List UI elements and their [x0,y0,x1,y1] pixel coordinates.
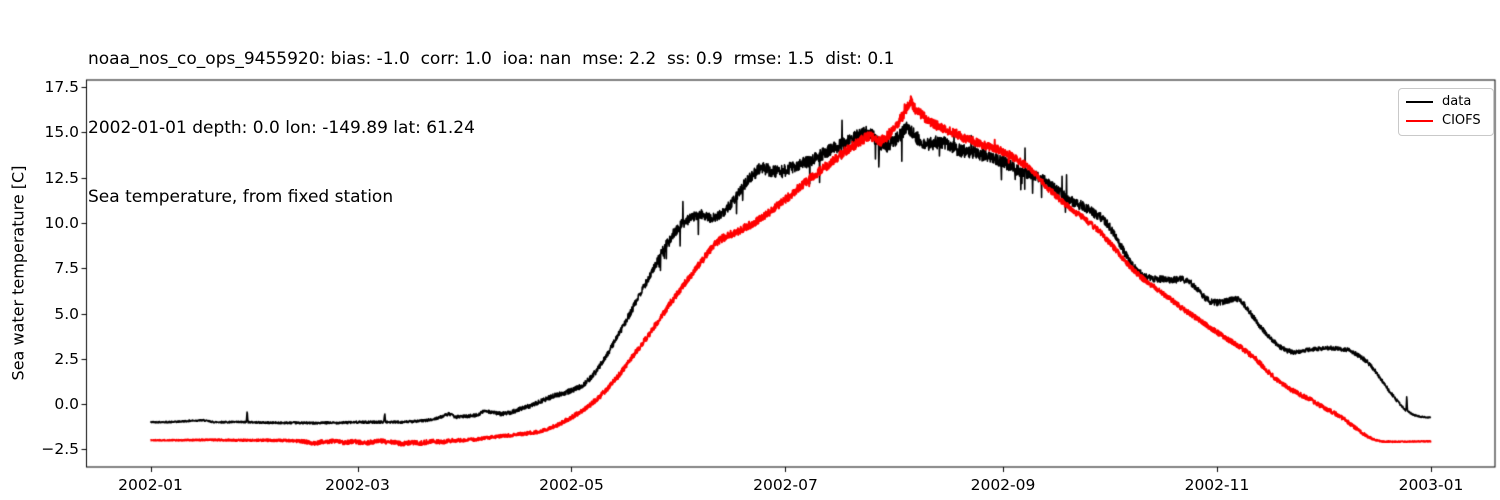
y-tick-label: 2.5 [54,349,79,368]
legend-item-data: data [1406,95,1487,109]
y-tick-label: 12.5 [44,168,79,187]
y-tick-label: 10.0 [44,213,79,232]
x-tick-label: 2002-01 [118,476,183,494]
legend-line-swatch [1406,101,1433,103]
legend: data CIOFS [1398,88,1494,136]
y-tick-label: 7.5 [54,259,79,278]
y-tick-label: 15.0 [44,123,79,142]
x-tick-label: 2002-03 [325,476,390,494]
y-tick-label: 5.0 [54,304,79,323]
x-tick-label: 2002-07 [753,476,818,494]
y-tick-label: 17.5 [44,78,79,97]
legend-label: CIOFS [1442,113,1481,128]
x-tick-label: 2002-11 [1184,476,1250,494]
x-tick-label: 2002-09 [970,476,1036,494]
x-tick-label: 2002-05 [539,476,604,494]
y-tick-label: −2.5 [41,440,79,459]
legend-label: data [1442,94,1472,109]
x-tick-label: 2003-01 [1398,476,1464,494]
y-tick-label: 0.0 [54,395,79,413]
legend-line-swatch [1406,120,1433,122]
legend-item-ciofs: CIOFS [1406,114,1487,128]
